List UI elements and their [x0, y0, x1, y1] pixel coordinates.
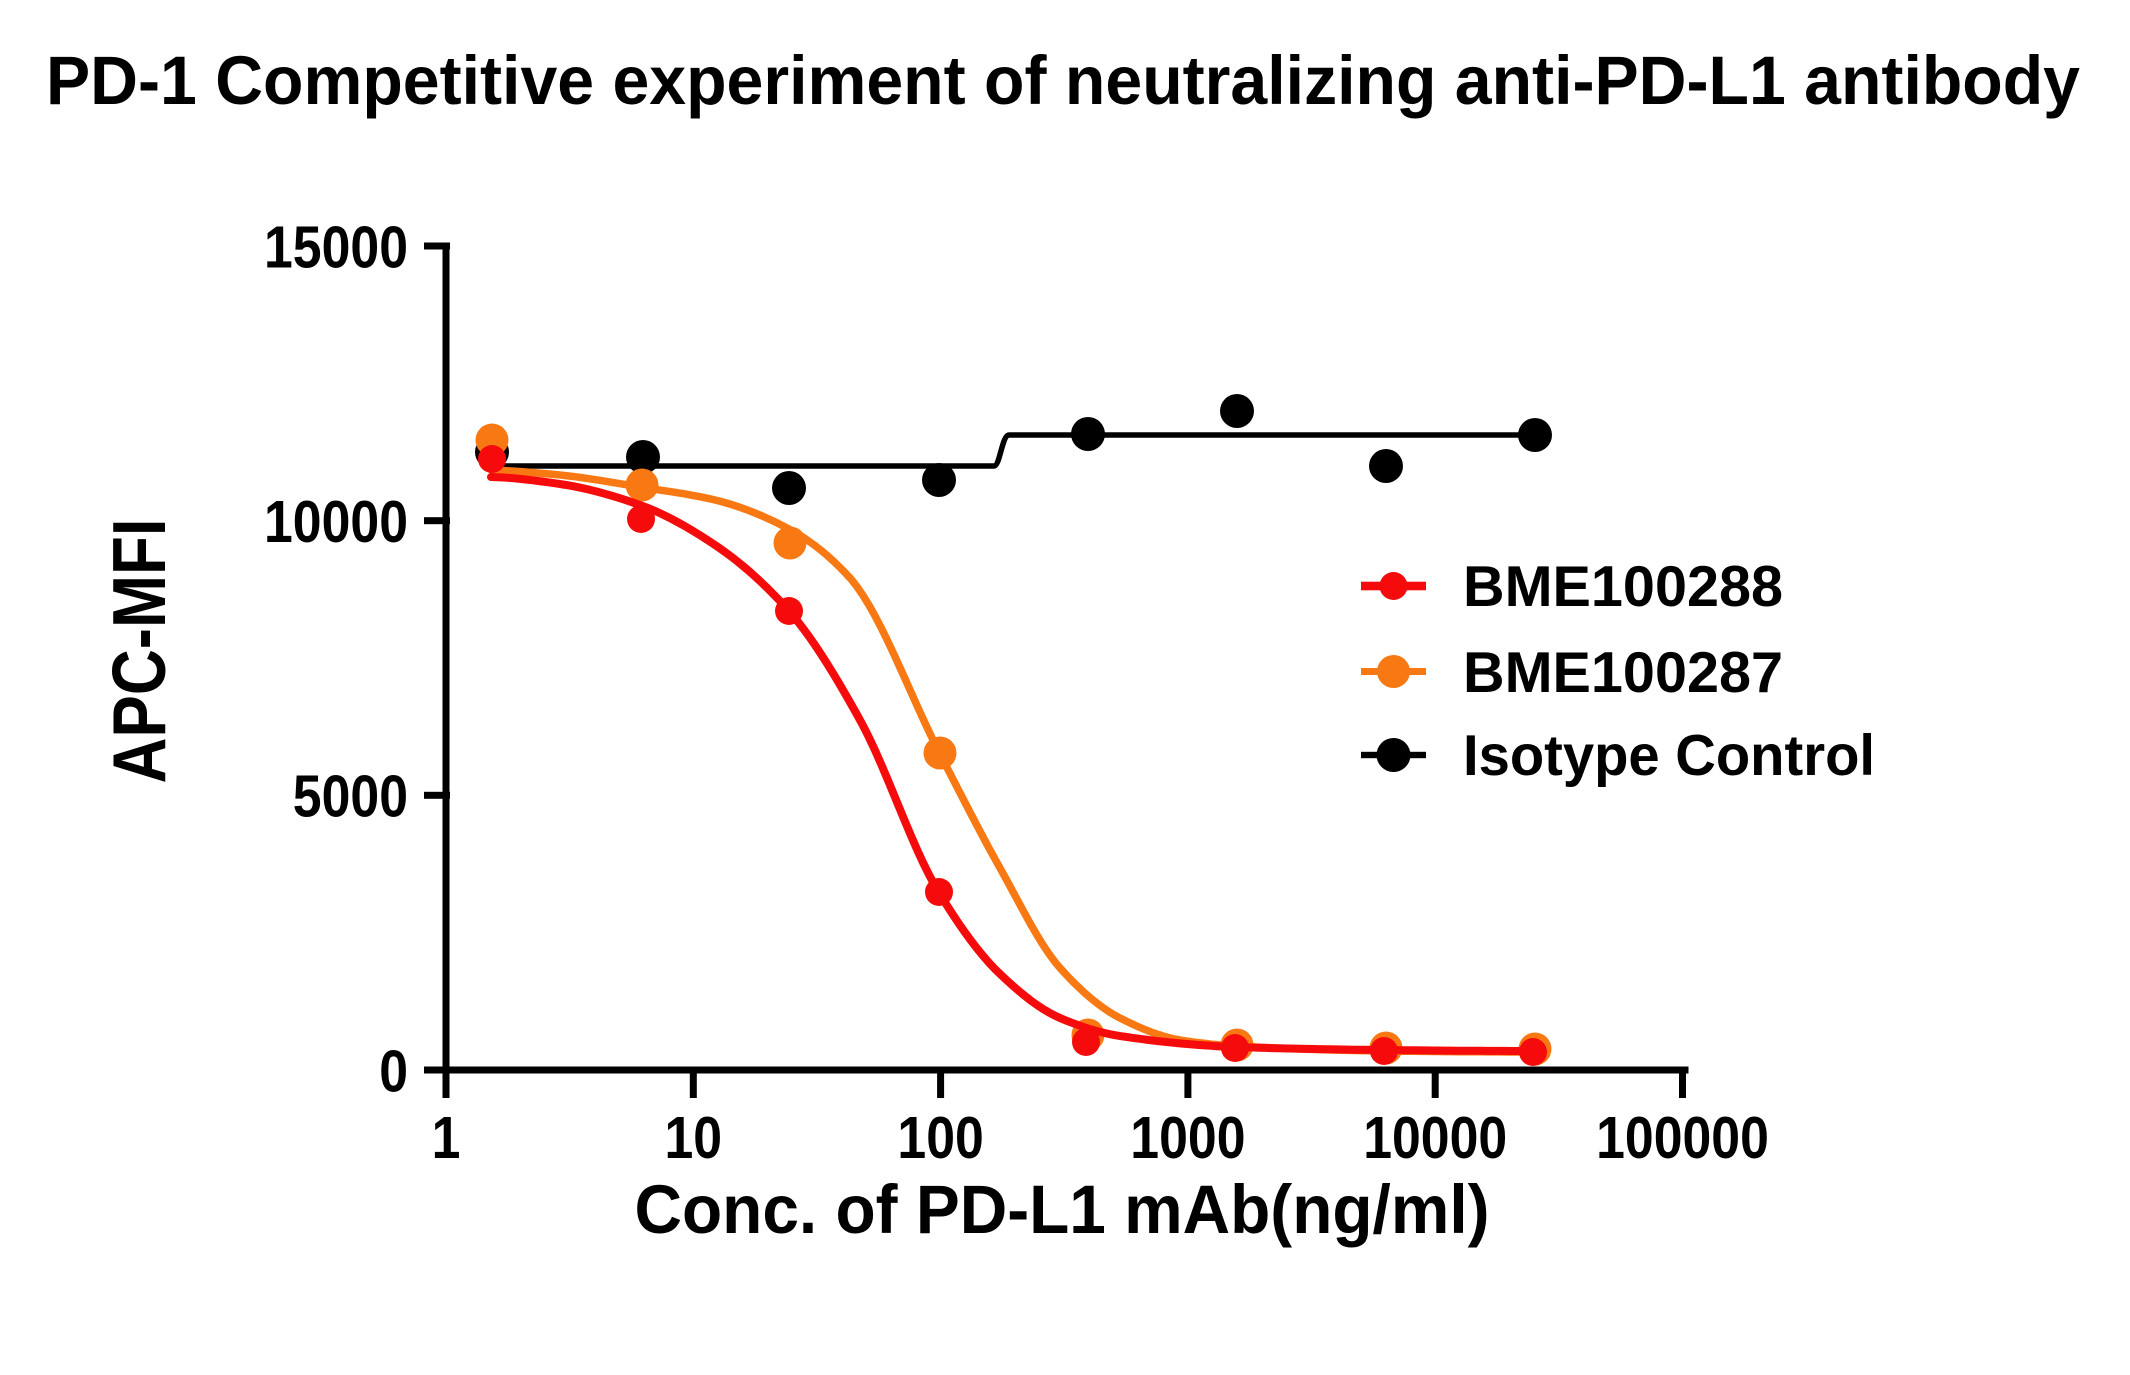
svg-text:10000: 10000 [1363, 1105, 1507, 1171]
svg-text:PD-1 Competitive experiment of: PD-1 Competitive experiment of neutraliz… [46, 42, 2080, 119]
svg-text:Conc. of PD-L1 mAb(ng/ml): Conc. of PD-L1 mAb(ng/ml) [635, 1171, 1490, 1248]
svg-text:15000: 15000 [264, 214, 408, 280]
svg-text:10: 10 [665, 1105, 723, 1171]
svg-text:1000: 1000 [1130, 1105, 1245, 1171]
svg-text:100000: 100000 [1596, 1105, 1769, 1171]
svg-text:100: 100 [897, 1105, 983, 1171]
svg-text:BME100288: BME100288 [1463, 555, 1783, 619]
svg-text:5000: 5000 [293, 764, 408, 830]
svg-text:BME100287: BME100287 [1463, 641, 1783, 705]
svg-text:10000: 10000 [264, 489, 408, 555]
svg-text:1: 1 [432, 1105, 461, 1171]
svg-text:APC-MFI: APC-MFI [97, 519, 181, 784]
svg-text:0: 0 [379, 1038, 408, 1104]
svg-text:Isotype Control: Isotype Control [1463, 724, 1875, 788]
